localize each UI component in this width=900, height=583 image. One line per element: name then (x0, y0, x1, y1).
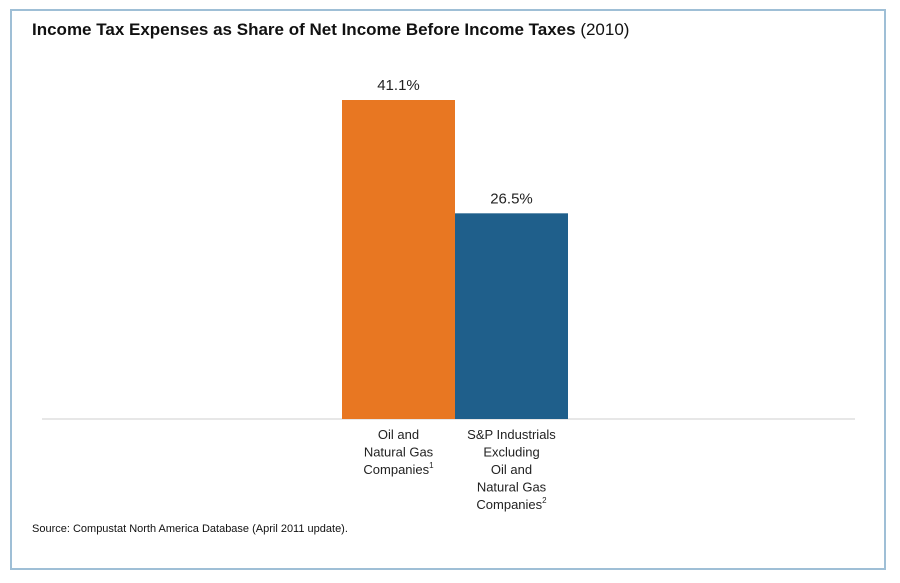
value-label-1: 41.1% (377, 77, 420, 94)
chart-title-main: Income Tax Expenses as Share of Net Inco… (32, 20, 576, 39)
bars-group (342, 100, 568, 419)
footnote-marker-2: 2 (542, 496, 547, 505)
footnote-marker-1: 1 (429, 461, 434, 470)
labels-group: 41.1% Oil and Natural Gas Companies1 26.5% S&… (363, 77, 556, 512)
bar-1 (342, 100, 455, 419)
chart-title-year: (2010) (580, 20, 630, 39)
chart-title: Income Tax Expenses as Share of Net Inco… (32, 20, 629, 40)
bar-2 (455, 213, 568, 419)
category-label-1: Oil and Natural Gas Companies1 (363, 427, 434, 477)
source-note: Source: Compustat North America Database… (32, 523, 348, 535)
value-label-2: 26.5% (490, 190, 533, 207)
category-label-2: S&P Industrials Excluding Oil and Natural G… (467, 427, 556, 512)
